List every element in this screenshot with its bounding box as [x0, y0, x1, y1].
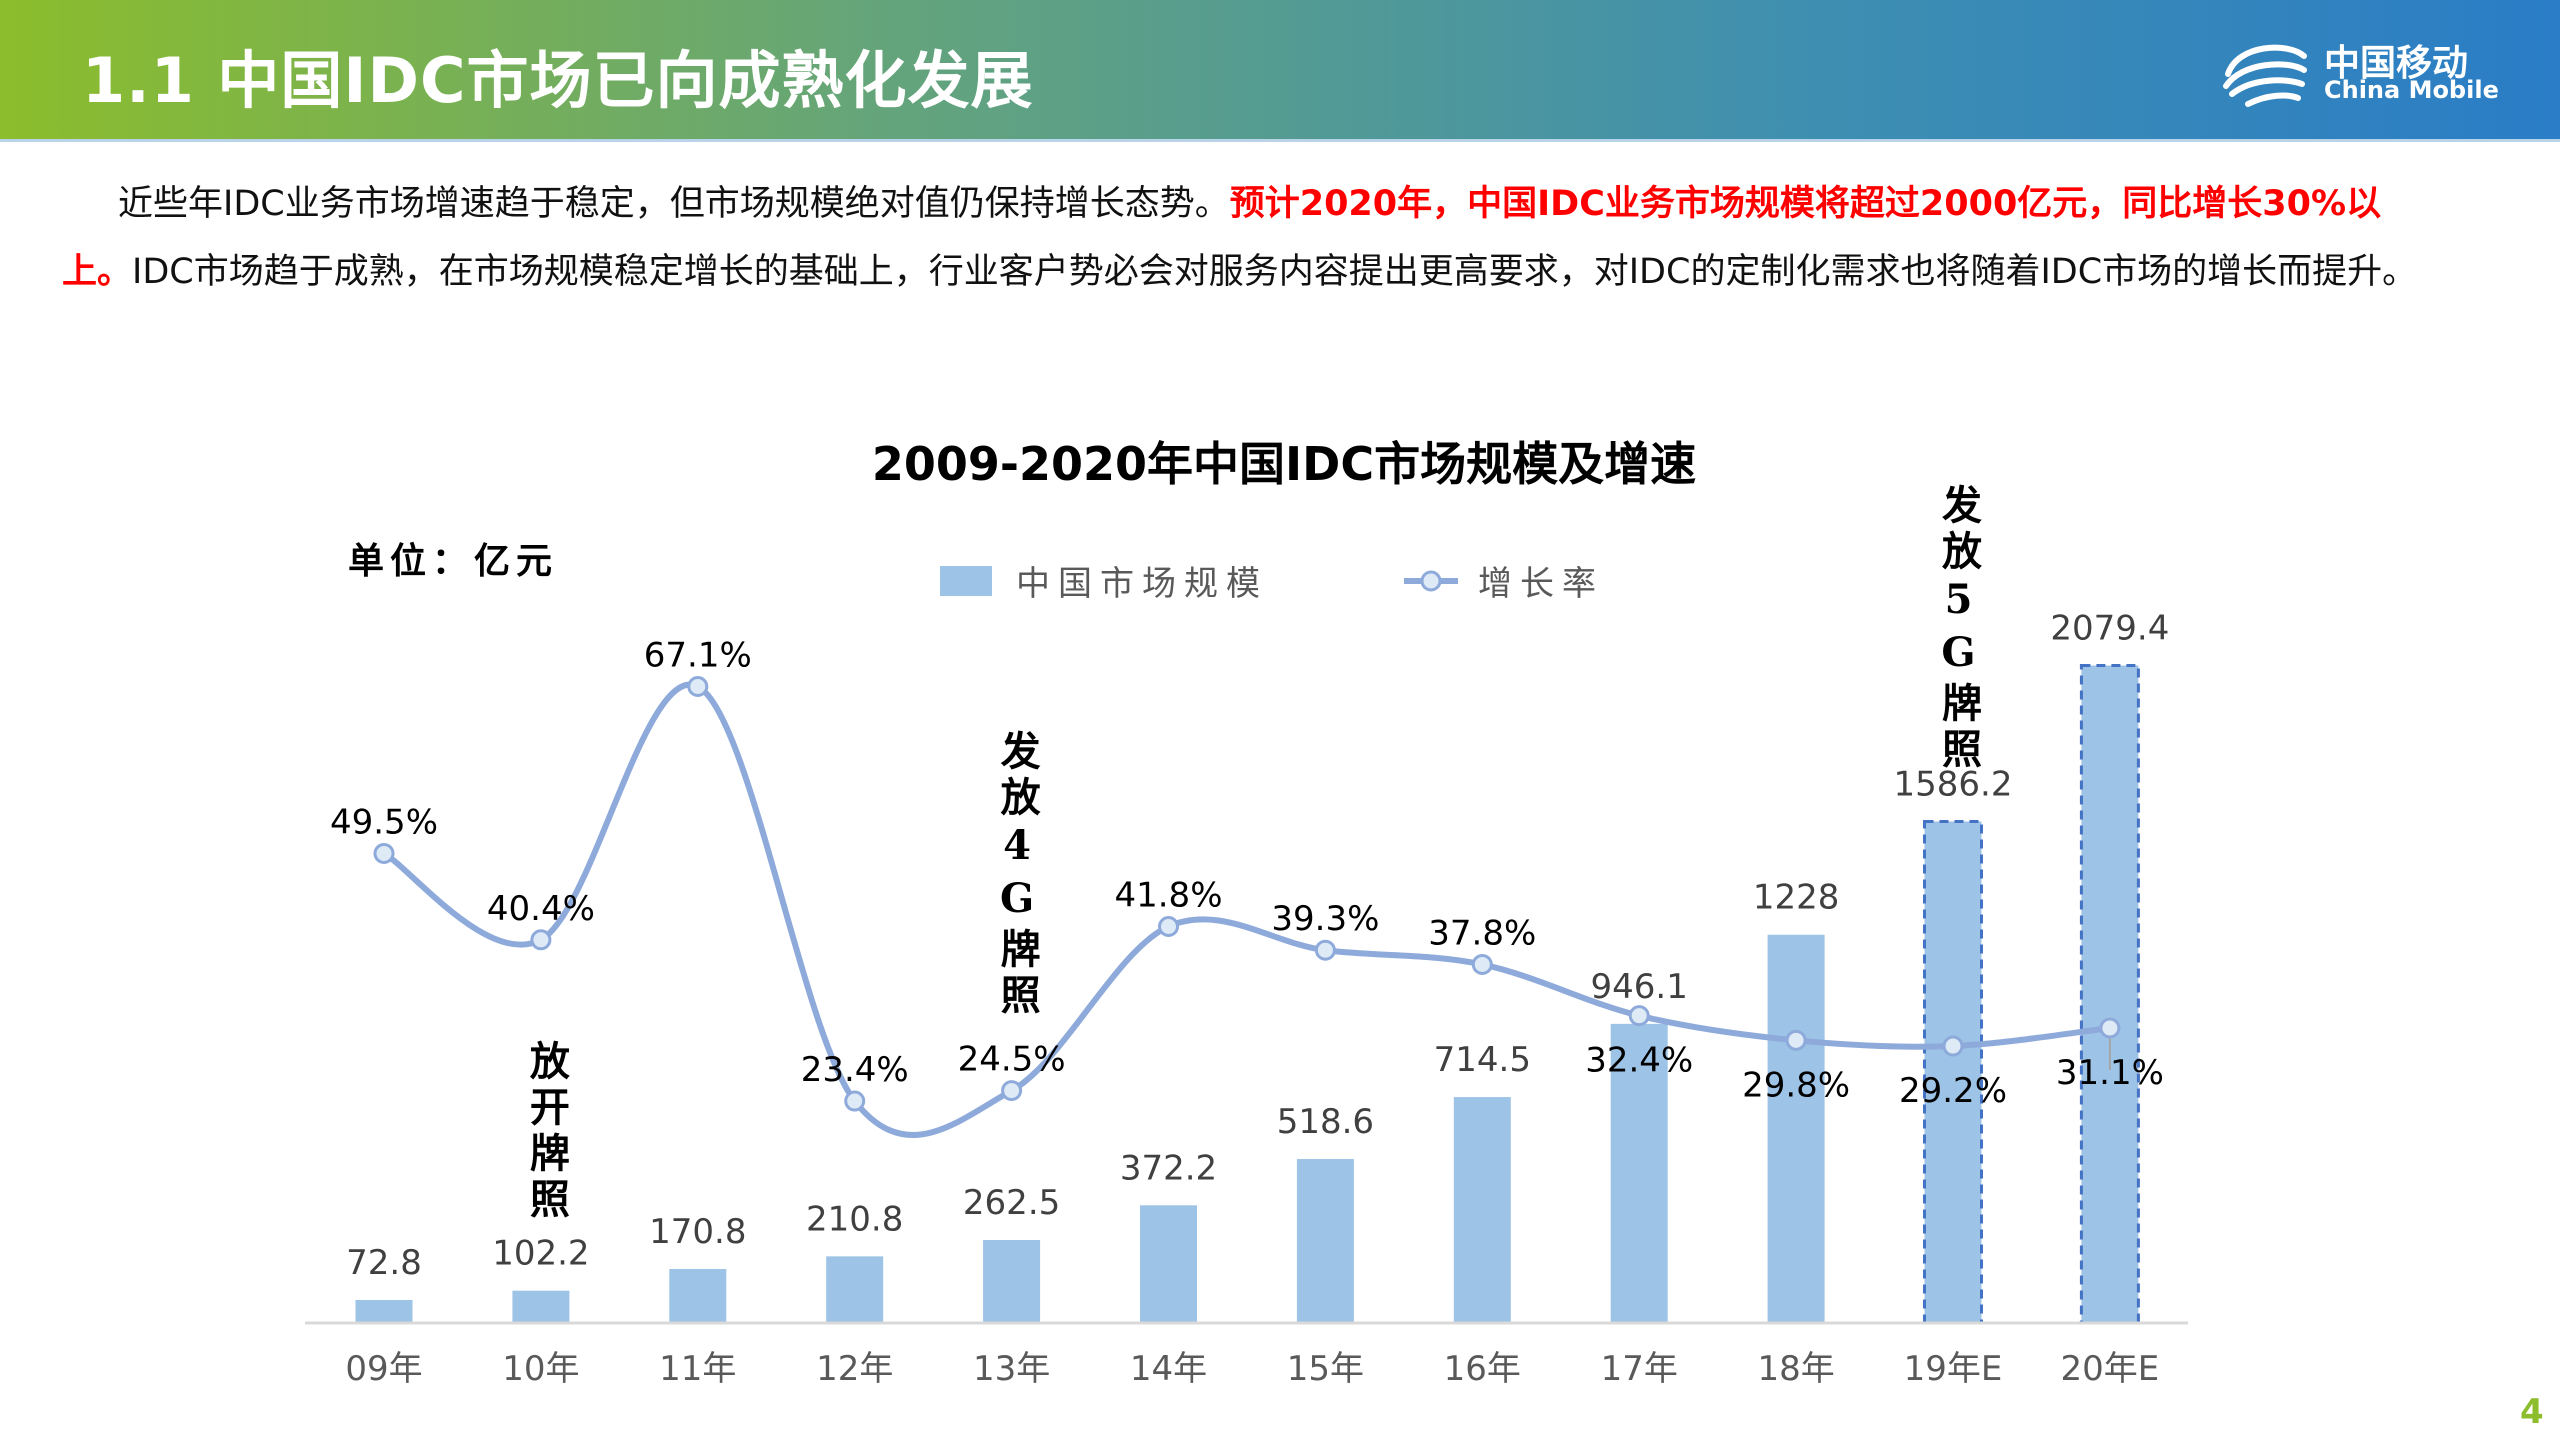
- bar-3: [826, 1256, 884, 1323]
- x-tick-label: 14年: [1130, 1349, 1207, 1389]
- annotation-1: 发放4G牌照: [993, 730, 1041, 1020]
- bar-value-label: 946.1: [1591, 967, 1688, 1007]
- bar-8: [1610, 1023, 1668, 1323]
- page-number: 4: [2520, 1392, 2544, 1432]
- x-tick-label: 19年E: [1904, 1349, 2003, 1389]
- growth-rate-label: 41.8%: [1114, 875, 1222, 915]
- chart-title: 2009-2020年中国IDC市场规模及增速: [0, 428, 2560, 494]
- bar-value-label: 372.2: [1120, 1148, 1217, 1188]
- growth-rate-label: 37.8%: [1428, 913, 1536, 953]
- growth-rate-label: 31.1%: [2056, 1053, 2164, 1093]
- growth-rate-marker: [1001, 1080, 1023, 1102]
- growth-rate-marker: [1471, 953, 1493, 975]
- bar-value-label: 72.8: [346, 1243, 422, 1283]
- bar-value-label: 1586.2: [1894, 764, 2013, 804]
- growth-rate-line: [382, 681, 2111, 1138]
- bar-value-label: 170.8: [649, 1212, 746, 1252]
- bar-1: [512, 1290, 570, 1323]
- growth-rate-label: 23.4%: [801, 1050, 909, 1090]
- china-mobile-logo-icon: [2223, 44, 2307, 107]
- x-tick-label: 11年: [659, 1349, 736, 1389]
- page-title: 1.1 中国IDC市场已向成熟化发展: [82, 44, 1034, 117]
- x-tick-label: 15年: [1287, 1349, 1364, 1389]
- growth-rate-marker: [1158, 915, 1179, 937]
- growth-rate-marker: [373, 842, 395, 864]
- x-tick-label: 10年: [502, 1349, 579, 1389]
- growth-rate-label: 29.2%: [1899, 1071, 2007, 1111]
- bar-4: [983, 1240, 1041, 1323]
- logo-text-cn: 中国移动: [2324, 43, 2469, 84]
- growth-rate-label: 24.5%: [958, 1040, 1066, 1080]
- growth-rate-label: 40.4%: [487, 889, 595, 929]
- legend-bar-swatch: [940, 565, 992, 596]
- annotation-2: 发放5G牌照: [1935, 484, 1982, 774]
- bar-value-label: 1228: [1753, 878, 1840, 918]
- x-tick-label: 18年: [1757, 1349, 1834, 1389]
- growth-rate-marker: [530, 929, 552, 951]
- intro-paragraph: 近些年IDC业务市场增速趋于稳定，但市场规模绝对值仍保持增长态势。预计2020年…: [62, 170, 2422, 306]
- bar-9: [1767, 934, 1825, 1323]
- bar-0: [355, 1299, 413, 1323]
- legend-label: 增长率: [1478, 564, 1604, 604]
- bar-value-label: 262.5: [963, 1183, 1060, 1223]
- legend-line-swatch: [1404, 570, 1458, 591]
- x-tick-label: 12年: [816, 1349, 893, 1389]
- header-bar: 1.1 中国IDC市场已向成熟化发展 中国移动 China Mobile: [0, 0, 2560, 142]
- logo-text-en: China Mobile: [2324, 76, 2499, 104]
- x-tick-label: 13年: [973, 1349, 1050, 1389]
- bar-10: [1923, 819, 1983, 1325]
- annotation-0: 放开牌照: [522, 1040, 570, 1224]
- growth-rate-marker: [1628, 1005, 1650, 1027]
- growth-rate-marker: [1314, 939, 1336, 961]
- intro-text-2: IDC市场趋于成熟，在市场规模稳定增长的基础上，行业客户势必会对服务内容提出更高…: [132, 252, 2418, 292]
- growth-rate-label: 29.8%: [1742, 1065, 1850, 1105]
- china-mobile-logo: 中国移动 China Mobile: [2218, 34, 2518, 110]
- growth-rate-marker: [2099, 1017, 2121, 1039]
- growth-rate-label: 32.4%: [1585, 1041, 1693, 1081]
- chart-title-text: 2009-2020年中国IDC市场规模及增速: [871, 437, 1697, 491]
- bar-value-label: 210.8: [806, 1199, 903, 1239]
- intro-text: 近些年IDC业务市场增速趋于稳定，但市场规模绝对值仍保持增长态势。: [118, 184, 1230, 224]
- x-tick-label: 20年E: [2061, 1349, 2160, 1389]
- legend-item-growth-rate: 增长率: [1404, 556, 1604, 605]
- bar-value-label: 102.2: [492, 1234, 589, 1274]
- growth-rate-marker: [1785, 1029, 1807, 1051]
- legend-item-market-size: 中国市场规模: [940, 556, 1268, 605]
- x-tick-label: 16年: [1444, 1349, 1521, 1389]
- bar-value-label: 714.5: [1434, 1040, 1531, 1080]
- bar-2: [669, 1268, 727, 1323]
- growth-rate-label: 67.1%: [644, 636, 752, 676]
- growth-rate-marker: [687, 676, 709, 698]
- bar-value-label: 2079.4: [2050, 609, 2169, 649]
- x-tick-label: 17年: [1601, 1349, 1678, 1389]
- x-tick-label: 09年: [345, 1349, 422, 1389]
- growth-rate-marker: [1942, 1035, 1964, 1057]
- bar-6: [1296, 1159, 1354, 1323]
- bar-value-label: 518.6: [1277, 1102, 1374, 1142]
- legend-label: 中国市场规模: [1016, 564, 1268, 604]
- bar-5: [1140, 1205, 1197, 1323]
- unit-label: 单位：亿元: [348, 540, 559, 582]
- intro-highlight: 预计2020年，中国IDC业务市场规模将超过2000亿元，同比增长30%以上。: [62, 184, 2382, 292]
- bar-11: [2079, 664, 2140, 1325]
- growth-rate-marker: [844, 1090, 866, 1112]
- bar-7: [1453, 1097, 1511, 1323]
- growth-rate-label: 39.3%: [1271, 899, 1379, 939]
- growth-rate-label: 49.5%: [330, 802, 438, 842]
